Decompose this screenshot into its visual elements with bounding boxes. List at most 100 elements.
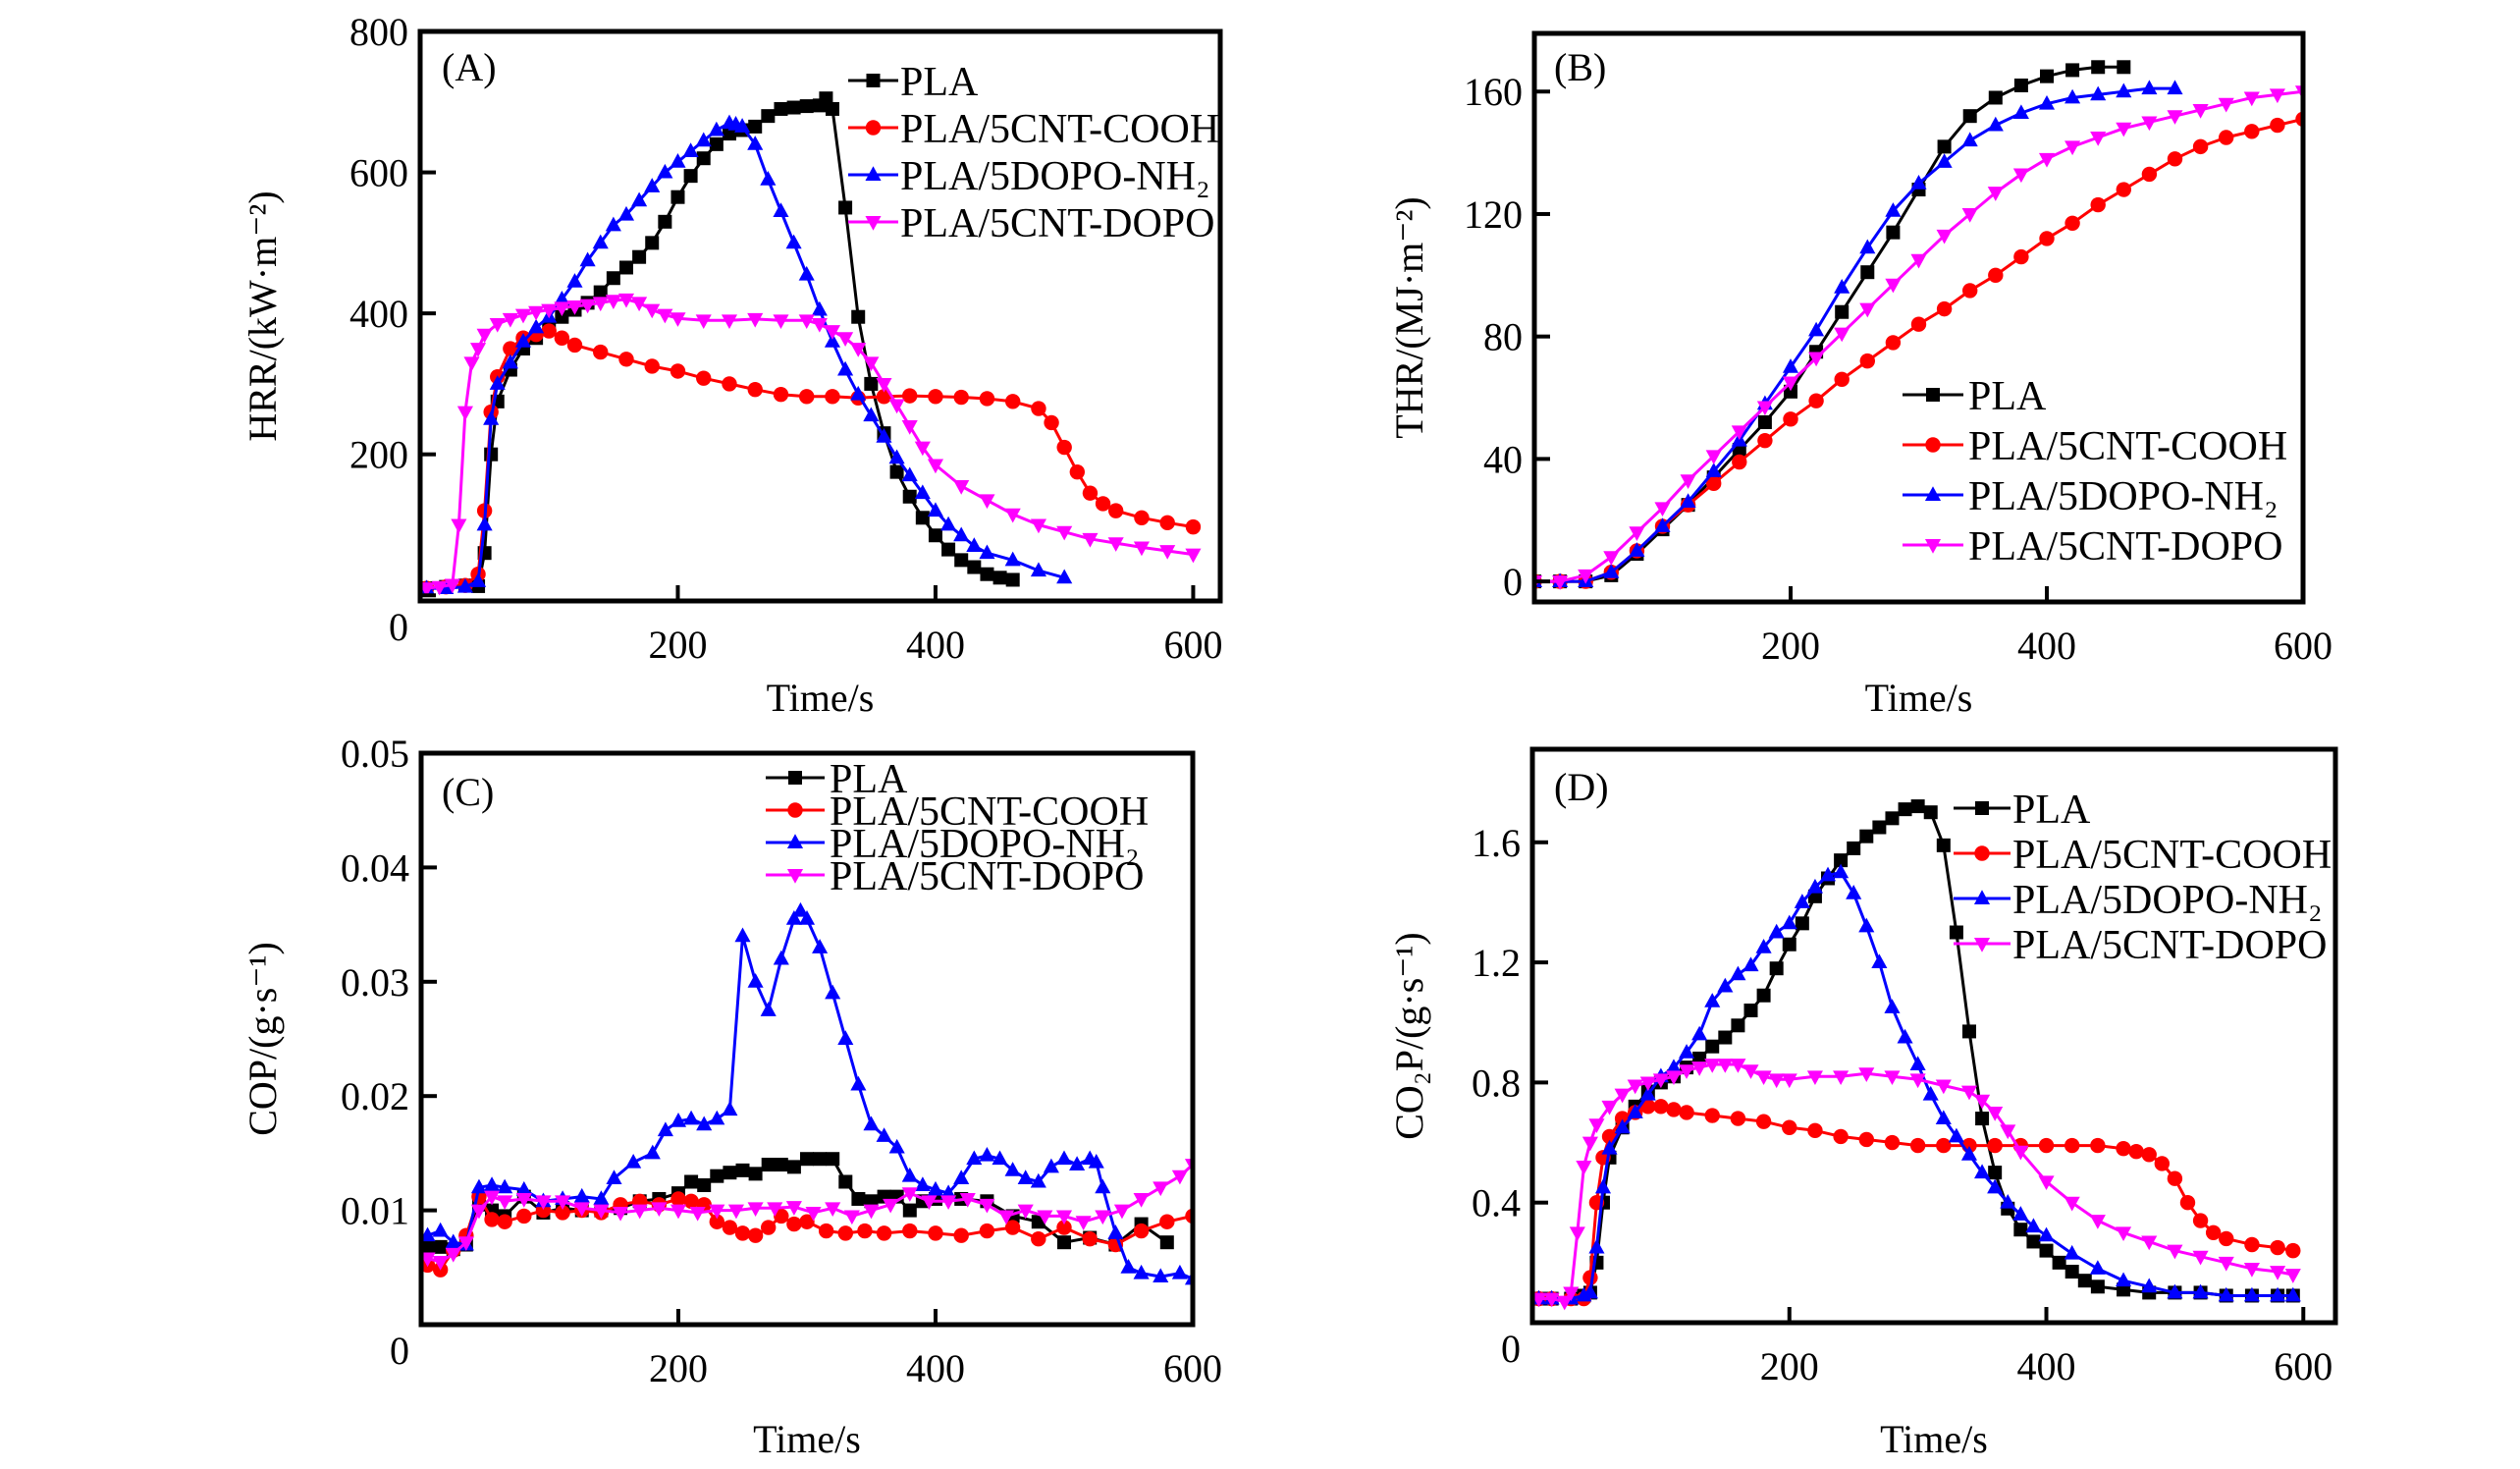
legend-item: PLA/5DOPO-NH₂ xyxy=(1903,474,2279,519)
data-point-triangle-down xyxy=(1781,1073,1797,1089)
data-point-circle xyxy=(593,344,609,360)
data-point-circle xyxy=(979,1223,995,1239)
data-point-square xyxy=(658,214,672,229)
data-point-square xyxy=(2026,1234,2041,1249)
data-point-triangle-down xyxy=(1731,425,1747,441)
data-point-triangle-up xyxy=(1639,1085,1656,1101)
data-point-triangle-down xyxy=(1756,401,1773,416)
data-point-triangle-up xyxy=(483,410,500,425)
data-point-triangle-down xyxy=(456,406,473,421)
data-point-triangle-up xyxy=(812,939,829,953)
data-point-circle xyxy=(2219,1230,2234,1247)
series-line-pla-5cnt-cooh xyxy=(426,329,1194,590)
data-point-triangle-down xyxy=(1808,352,1825,367)
plot-area xyxy=(1534,60,2303,590)
data-point-triangle-down xyxy=(798,314,815,330)
x-tick-label: 400 xyxy=(2017,1344,2076,1388)
data-point-square xyxy=(819,91,833,106)
data-point-square xyxy=(1860,265,1875,280)
data-point-triangle-down xyxy=(1806,1070,1823,1086)
data-point-triangle-down xyxy=(2000,1124,2016,1140)
data-point-triangle-down xyxy=(1987,187,2004,201)
data-point-triangle-down xyxy=(1935,1079,1952,1095)
legend-label: PLA/5CNT-DOPO xyxy=(2012,923,2328,968)
data-point-square xyxy=(1159,1235,1174,1250)
y-tick-label: 1.2 xyxy=(1472,941,1521,985)
data-point-triangle-up xyxy=(1987,1178,2004,1194)
data-point-square xyxy=(1962,109,1977,124)
data-point-circle xyxy=(1159,515,1175,531)
data-point-triangle-up xyxy=(592,234,609,249)
data-point-circle xyxy=(928,389,943,405)
panel-d-co2p-chart: 200 400 600 0 0.4 0.8 1.2 1.6 Time/s CO₂P/(g·s⁻¹)… xyxy=(1387,746,2338,1461)
data-point-triangle-up xyxy=(484,1176,501,1191)
data-point-triangle-up xyxy=(1948,1127,1964,1143)
y-tick-label: 160 xyxy=(1464,70,1523,114)
data-point-triangle-down xyxy=(1556,1295,1573,1311)
data-point-circle xyxy=(1706,475,1722,492)
legend-label: PLA/5CNT-DOPO xyxy=(1968,524,2283,570)
data-point-square xyxy=(1937,139,1952,154)
data-point-circle xyxy=(1730,1111,1746,1126)
data-point-circle xyxy=(484,1212,500,1227)
data-point-triangle-down xyxy=(470,343,487,357)
data-point-square xyxy=(813,1152,828,1167)
data-point-triangle-up xyxy=(888,1138,905,1154)
data-point-square xyxy=(761,109,776,124)
data-point-circle xyxy=(1134,510,1150,525)
data-point-triangle-down xyxy=(921,1195,938,1211)
data-point-triangle-down xyxy=(837,332,854,348)
data-point-circle xyxy=(696,370,712,386)
y-tick-label: 0.03 xyxy=(341,960,409,1005)
data-point-triangle-up xyxy=(2116,82,2132,98)
legend-label: PLA xyxy=(2012,788,2091,833)
data-point-square xyxy=(786,100,801,115)
y-axis-label: COP/(g·s⁻¹) xyxy=(241,942,285,1136)
data-point-triangle-down xyxy=(843,1210,860,1225)
data-point-triangle-down xyxy=(1910,253,1927,269)
data-point-circle xyxy=(1004,1220,1021,1235)
data-point-triangle-down xyxy=(1884,1070,1901,1086)
data-point-triangle-up xyxy=(1654,517,1671,532)
data-point-triangle-down xyxy=(1782,376,1799,392)
data-point-triangle-up xyxy=(1782,358,1799,373)
data-point-triangle-up xyxy=(1743,956,1759,972)
data-point-triangle-up xyxy=(696,1115,713,1131)
panel-b-thr-chart: 200 400 600 0 40 80 120 160 Time/s THR/(MJ·m⁻²) (B… xyxy=(1387,30,2332,720)
data-point-triangle-down xyxy=(2012,1145,2029,1161)
data-point-square xyxy=(2065,63,2080,78)
data-point-triangle-down xyxy=(695,314,712,330)
data-point-triangle-down xyxy=(463,356,480,372)
data-point-triangle-up xyxy=(1594,1178,1612,1194)
data-point-circle xyxy=(2141,1147,2157,1163)
legend: PLA PLA/5CNT-COOH PLA/5DOPO-NH₂ PLA/5CNT-DO… xyxy=(1903,374,2287,570)
data-point-square xyxy=(1782,937,1796,952)
data-point-circle xyxy=(1910,316,1927,332)
data-point-circle xyxy=(670,1191,686,1207)
data-point-square xyxy=(1769,961,1784,976)
data-point-triangle-up xyxy=(573,1187,590,1203)
data-point-circle xyxy=(2116,182,2131,197)
data-point-triangle-up xyxy=(2038,1226,2055,1242)
data-point-triangle-down xyxy=(727,1204,744,1220)
data-point-triangle-up xyxy=(1858,917,1875,933)
data-point-circle xyxy=(2285,1242,2301,1259)
data-point-circle xyxy=(1833,1128,1849,1145)
panel-a-hrr-chart: 200 400 600 0 200 400 600 800 Time/s HRR/(kW·m⁻²)… xyxy=(241,10,1223,720)
data-point-triangle-down xyxy=(883,1198,899,1214)
data-point-square xyxy=(1949,925,1963,940)
data-point-circle xyxy=(2270,1239,2285,1256)
data-point-triangle-down xyxy=(2269,88,2285,104)
data-point-square xyxy=(1859,829,1874,843)
data-point-circle xyxy=(503,341,518,356)
data-point-triangle-up xyxy=(1601,1139,1618,1155)
data-point-circle xyxy=(2219,130,2234,145)
data-point-circle xyxy=(722,376,737,392)
data-point-square xyxy=(555,309,569,324)
legend-item: PLA xyxy=(766,757,908,802)
data-point-triangle-down xyxy=(1185,548,1202,564)
data-point-triangle-up xyxy=(695,132,712,147)
data-point-circle xyxy=(734,1225,751,1241)
data-point-circle xyxy=(2205,1224,2222,1240)
